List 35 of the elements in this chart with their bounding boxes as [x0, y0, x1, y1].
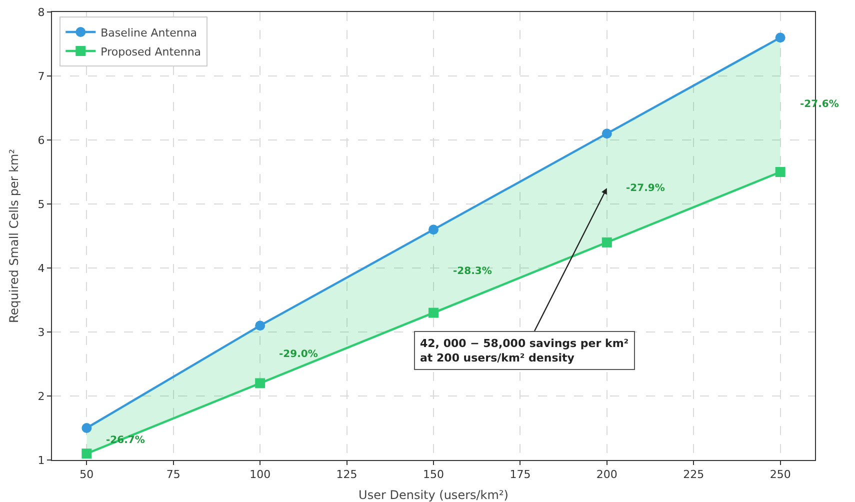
y-axis-title: Required Small Cells per km² — [7, 148, 21, 324]
y-tick-label: 3 — [38, 326, 45, 339]
annotation: -29.0% — [279, 349, 318, 360]
point — [428, 224, 438, 235]
point — [82, 423, 92, 433]
annotation: 42, 000 − 58,000 savings per km² at 200 users/km² density — [420, 337, 629, 364]
legend-label: Proposed Antenna — [100, 45, 202, 58]
annotation: -27.9% — [626, 183, 665, 194]
x-tick-label: 175 — [510, 468, 531, 482]
x-axis-title: User Density (users/km²) — [358, 488, 508, 502]
point — [255, 320, 266, 331]
x-tick-label: 100 — [250, 468, 271, 482]
x-tick-label: 125 — [336, 468, 358, 482]
annotation: -28.3% — [453, 266, 492, 277]
y-tick-label: 4 — [38, 262, 45, 275]
y-tick-label: 5 — [38, 198, 45, 211]
y-tick-label: 6 — [38, 134, 45, 147]
x-tick-label: 75 — [166, 468, 180, 482]
point — [775, 32, 786, 43]
point — [602, 237, 612, 248]
y-tick-label: 7 — [38, 70, 45, 83]
point — [775, 167, 786, 177]
point — [82, 448, 92, 459]
x-tick-label: 200 — [596, 468, 618, 482]
point — [602, 128, 612, 139]
x-tick-label: 250 — [770, 468, 791, 482]
y-tick-label: 1 — [38, 454, 45, 467]
y-tick-label: 8 — [38, 6, 45, 19]
y-tick-label: 2 — [38, 390, 45, 403]
x-tick-label: 50 — [80, 468, 94, 482]
legend-label: Baseline Antenna — [100, 26, 198, 40]
point — [428, 308, 438, 318]
x-tick-label: 225 — [683, 468, 704, 482]
x-tick-label: 150 — [423, 468, 444, 482]
point — [255, 378, 266, 388]
